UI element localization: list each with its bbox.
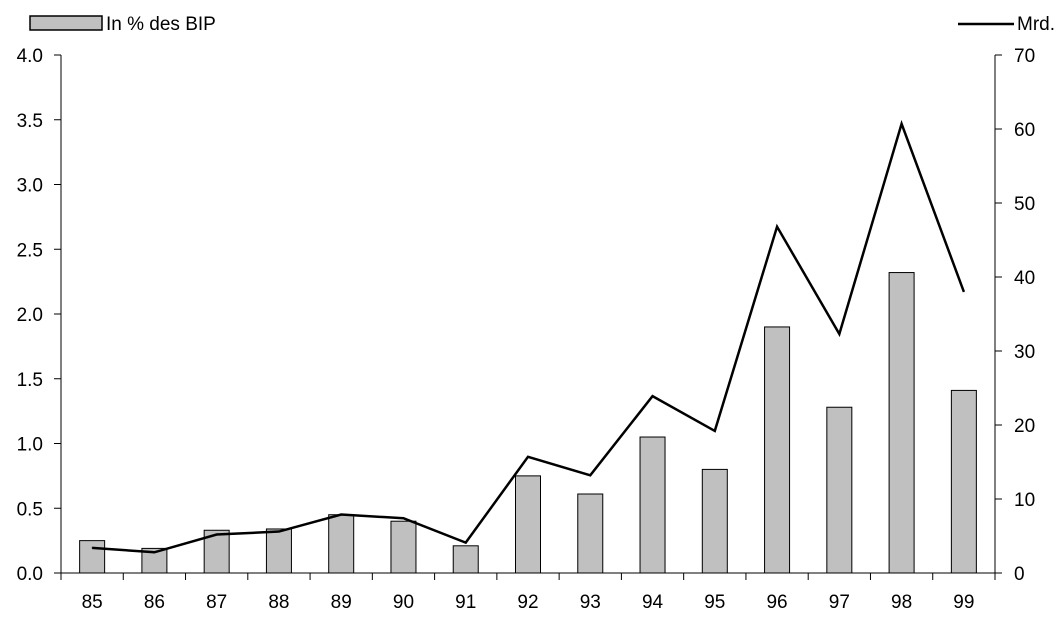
- legend-line-label: Mrd. S: [1017, 14, 1058, 35]
- line-point: [963, 291, 965, 293]
- bar: [265, 528, 292, 574]
- tick-labels: 0.0 0.5 1.0 1.5 2.0 2.5 3.0 3.5 4.0 0 10 20 30 40 50 60…: [17, 46, 1036, 613]
- bar: [203, 529, 230, 574]
- x-tick-label: 98: [891, 592, 912, 613]
- line-point: [465, 542, 467, 544]
- bar: [390, 520, 417, 574]
- line-series: [91, 119, 966, 554]
- legend-item-line: Mrd. S: [958, 14, 1058, 35]
- bar: [577, 493, 604, 574]
- x-tick-label: 88: [268, 592, 289, 613]
- right-tick-label: 0: [1014, 564, 1025, 585]
- right-tick-label: 50: [1014, 194, 1035, 215]
- x-tick-label: 85: [82, 592, 103, 613]
- line-point: [714, 430, 716, 432]
- x-tick-label: 92: [517, 592, 538, 613]
- bar: [79, 540, 106, 574]
- left-tick-label: 0.5: [17, 499, 43, 520]
- x-tick-label: 86: [144, 592, 165, 613]
- left-tick-label: 3.5: [17, 111, 43, 132]
- right-tick-label: 10: [1014, 490, 1035, 511]
- right-tick-label: 20: [1014, 416, 1035, 437]
- x-tick-label: 94: [642, 592, 664, 613]
- x-tick-label: 91: [455, 592, 476, 613]
- x-tick-label: 99: [953, 592, 974, 613]
- x-tick-label: 97: [829, 592, 850, 613]
- bar: [950, 389, 977, 574]
- line-point: [278, 531, 280, 533]
- x-tick-label: 89: [331, 592, 352, 613]
- line-point: [527, 456, 529, 458]
- line-point: [216, 534, 218, 536]
- right-tick-label: 70: [1014, 46, 1035, 67]
- right-tick-label: 60: [1014, 120, 1035, 141]
- left-tick-label: 4.0: [17, 46, 43, 67]
- x-tick-label: 87: [206, 592, 227, 613]
- bar: [888, 272, 915, 574]
- x-tick-label: 90: [393, 592, 414, 613]
- line-point: [776, 226, 778, 228]
- line-point: [91, 547, 93, 549]
- legend: In % des BIP Mrd. S: [29, 14, 1058, 35]
- left-tick-label: 1.0: [17, 435, 43, 456]
- left-tick-label: 1.5: [17, 370, 43, 391]
- right-tick-label: 40: [1014, 268, 1035, 289]
- bar: [826, 406, 853, 574]
- line-point: [838, 333, 840, 335]
- line-point: [340, 514, 342, 516]
- bar: [328, 514, 355, 574]
- line-point: [589, 474, 591, 476]
- bar: [452, 545, 479, 574]
- left-tick-label: 2.5: [17, 240, 43, 261]
- bar: [701, 468, 728, 574]
- right-tick-label: 30: [1014, 342, 1035, 363]
- x-tick-label: 96: [766, 592, 787, 613]
- bar: [515, 475, 541, 574]
- line-point: [652, 395, 654, 397]
- legend-bar-swatch: [29, 15, 103, 31]
- line-point: [153, 551, 155, 553]
- x-tick-label: 93: [580, 592, 601, 613]
- legend-item-bar: In % des BIP: [29, 14, 216, 35]
- legend-bar-label: In % des BIP: [106, 14, 216, 35]
- left-tick-label: 0.0: [17, 564, 43, 585]
- line-point: [402, 517, 404, 519]
- left-tick-label: 3.0: [17, 176, 43, 197]
- bar: [639, 436, 666, 574]
- x-tick-label: 95: [704, 592, 725, 613]
- line-point: [901, 123, 903, 125]
- bar: [764, 326, 791, 574]
- left-tick-label: 2.0: [17, 305, 43, 326]
- bar-series: [79, 272, 977, 574]
